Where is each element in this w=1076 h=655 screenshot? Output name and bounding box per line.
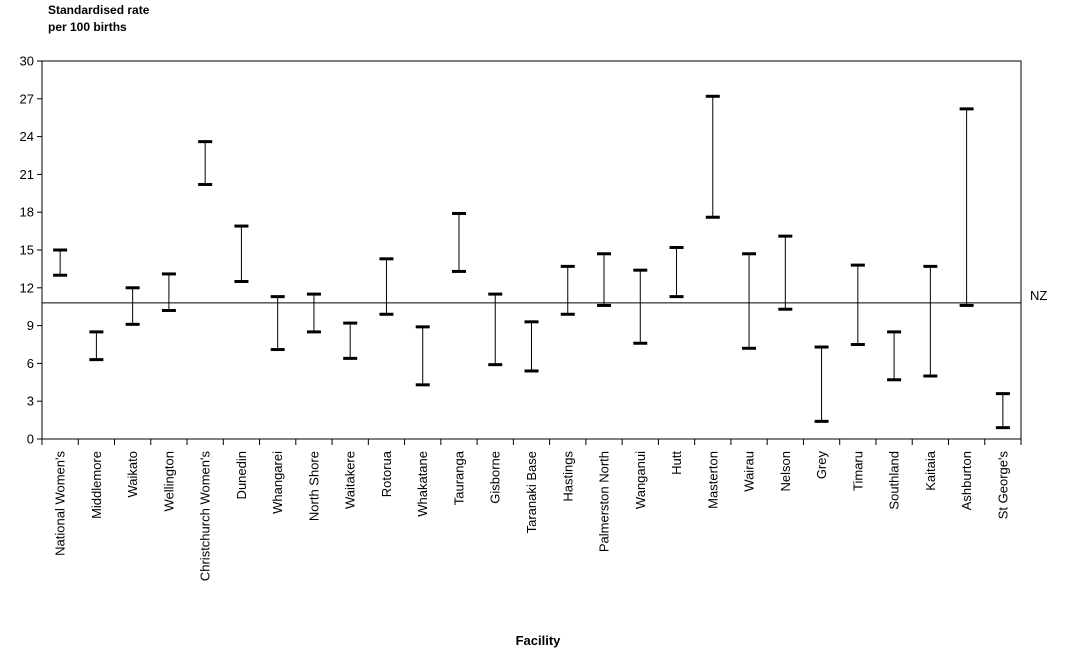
- error-bar: [669, 245, 684, 299]
- x-axis-title: Facility: [515, 633, 561, 648]
- category-label: Taranaki Base: [524, 451, 539, 533]
- category-label: Waikato: [125, 451, 140, 497]
- category-label: Hastings: [560, 451, 575, 502]
- error-bar: [415, 325, 430, 387]
- y-tick-label: 27: [20, 91, 34, 106]
- category-label: Ashburton: [959, 451, 974, 510]
- y-tick-label: 0: [27, 432, 34, 447]
- category-label: Masterton: [705, 451, 720, 509]
- y-axis-title-line-1: Standardised rate: [48, 3, 150, 17]
- error-bar: [89, 330, 104, 362]
- category-label: Waitakere: [343, 451, 358, 509]
- nz-reference-label: NZ: [1030, 288, 1047, 303]
- category-label: Nelson: [778, 451, 793, 491]
- category-label: Tauranga: [451, 450, 466, 505]
- y-tick-label: 15: [20, 243, 34, 258]
- y-axis-title-line-2: per 100 births: [48, 20, 127, 34]
- error-bar: [161, 272, 176, 312]
- category-label: Kaitaia: [923, 450, 938, 491]
- error-bar: [814, 345, 829, 423]
- error-bar: [306, 292, 321, 334]
- category-label: North Shore: [306, 451, 321, 521]
- plot-area: [41, 60, 1022, 440]
- error-bar: [887, 330, 902, 382]
- error-bar: [270, 295, 285, 352]
- category-label: Whakatane: [415, 451, 430, 517]
- category-label: Grey: [814, 451, 829, 480]
- error-bar: [53, 248, 68, 277]
- category-label: Rotorua: [379, 450, 394, 497]
- category-label: Southland: [887, 451, 902, 510]
- error-bar: [379, 257, 394, 316]
- category-label: Palmerston North: [597, 451, 612, 552]
- error-bar: [742, 252, 757, 350]
- error-bar: [995, 392, 1010, 430]
- category-label: Wanganui: [633, 451, 648, 509]
- category-labels: National Women's Middlemore Waikato Welling…: [53, 450, 1011, 581]
- category-label: Whangarei: [270, 451, 285, 514]
- error-bar: [778, 234, 793, 311]
- error-bar: [597, 252, 612, 307]
- y-tick-label: 24: [20, 129, 34, 144]
- category-label: Hutt: [669, 451, 684, 475]
- error-bar: [343, 321, 358, 360]
- error-bar-chart: 0 3 6 9 12 15 18 21 24 27 30 NZ National Women's Mi…: [20, 54, 1048, 582]
- y-tick-label: 30: [20, 54, 34, 69]
- category-label: Middlemore: [89, 451, 104, 519]
- error-bar: [633, 268, 648, 345]
- category-label: National Women's: [53, 451, 68, 556]
- error-bar: [923, 264, 938, 378]
- category-label: St George's: [995, 451, 1010, 520]
- error-bar: [198, 140, 213, 186]
- error-bar: [560, 264, 575, 316]
- y-tick-label: 3: [27, 394, 34, 409]
- y-tick-label: 21: [20, 167, 34, 182]
- error-bars: [53, 94, 1010, 430]
- category-label: Timaru: [850, 451, 865, 491]
- y-tick-label: 12: [20, 280, 34, 295]
- category-label: Wairau: [742, 451, 757, 492]
- error-bar: [234, 224, 249, 283]
- error-bar: [488, 292, 503, 367]
- category-label: Christchurch Women's: [198, 451, 213, 582]
- y-axis-title: Standardised rate per 100 births: [48, 2, 149, 36]
- error-bar: [959, 107, 974, 307]
- x-axis-ticks: [41, 439, 1022, 445]
- error-bar: [705, 94, 720, 219]
- category-label: Gisborne: [488, 451, 503, 504]
- y-tick-label: 9: [27, 318, 34, 333]
- error-bar: [451, 211, 466, 273]
- error-bar: [125, 286, 140, 326]
- y-tick-label: 18: [20, 205, 34, 220]
- y-axis-ticks: 0 3 6 9 12 15 18 21 24 27 30: [20, 54, 42, 447]
- error-bar: [524, 320, 539, 373]
- y-tick-label: 6: [27, 356, 34, 371]
- error-bar: [850, 263, 865, 346]
- category-label: Dunedin: [234, 451, 249, 499]
- category-label: Wellington: [161, 451, 176, 511]
